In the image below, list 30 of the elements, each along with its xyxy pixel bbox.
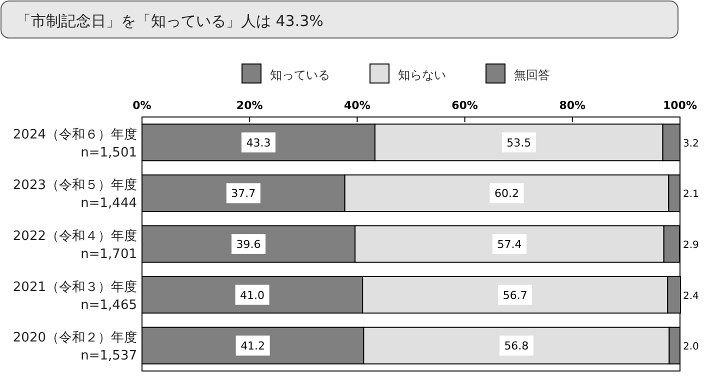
data-label: 53.5 xyxy=(506,136,532,150)
legend-label: 知っている xyxy=(270,68,330,82)
data-label: 2.0 xyxy=(683,342,699,353)
data-label: 56.7 xyxy=(502,288,528,302)
data-label: 39.6 xyxy=(236,238,261,251)
legend-label: 無回答 xyxy=(514,68,550,82)
data-label: 43.3 xyxy=(246,136,271,150)
data-label: 2.1 xyxy=(683,189,699,200)
data-label: 41.0 xyxy=(240,288,265,302)
data-label: 3.2 xyxy=(683,138,699,150)
x-tick-label: 100% xyxy=(663,99,697,112)
data-label: 56.8 xyxy=(504,340,529,353)
y-tick-label: 2022（令和４）年度 n=1,701 xyxy=(12,228,137,262)
x-tick-label: 60% xyxy=(452,99,478,112)
chart-title: 「市制記念日」を「知っている」人は 43.3% xyxy=(16,12,324,30)
y-tick-label: 2024（令和６）年度 n=1,501 xyxy=(12,126,137,160)
x-tick-label: 20% xyxy=(236,99,263,112)
x-tick-label: 40% xyxy=(344,99,370,112)
y-tick-label: 2021（令和３）年度 n=1,465 xyxy=(12,278,137,313)
data-label: 2.9 xyxy=(683,240,699,251)
data-label: 60.2 xyxy=(494,187,520,200)
y-tick-label: 2020（令和２）年度 n=1,537 xyxy=(12,330,137,364)
data-label: 37.7 xyxy=(231,187,256,200)
data-label: 57.4 xyxy=(497,238,522,251)
y-tick-label: 2023（令和５）年度 n=1,444 xyxy=(12,177,137,212)
data-label: 41.2 xyxy=(240,340,266,353)
data-label: 2.4 xyxy=(683,290,699,302)
legend-label: 知らない xyxy=(398,68,446,82)
x-tick-label: 0% xyxy=(132,99,152,112)
x-tick-label: 80% xyxy=(559,99,586,112)
